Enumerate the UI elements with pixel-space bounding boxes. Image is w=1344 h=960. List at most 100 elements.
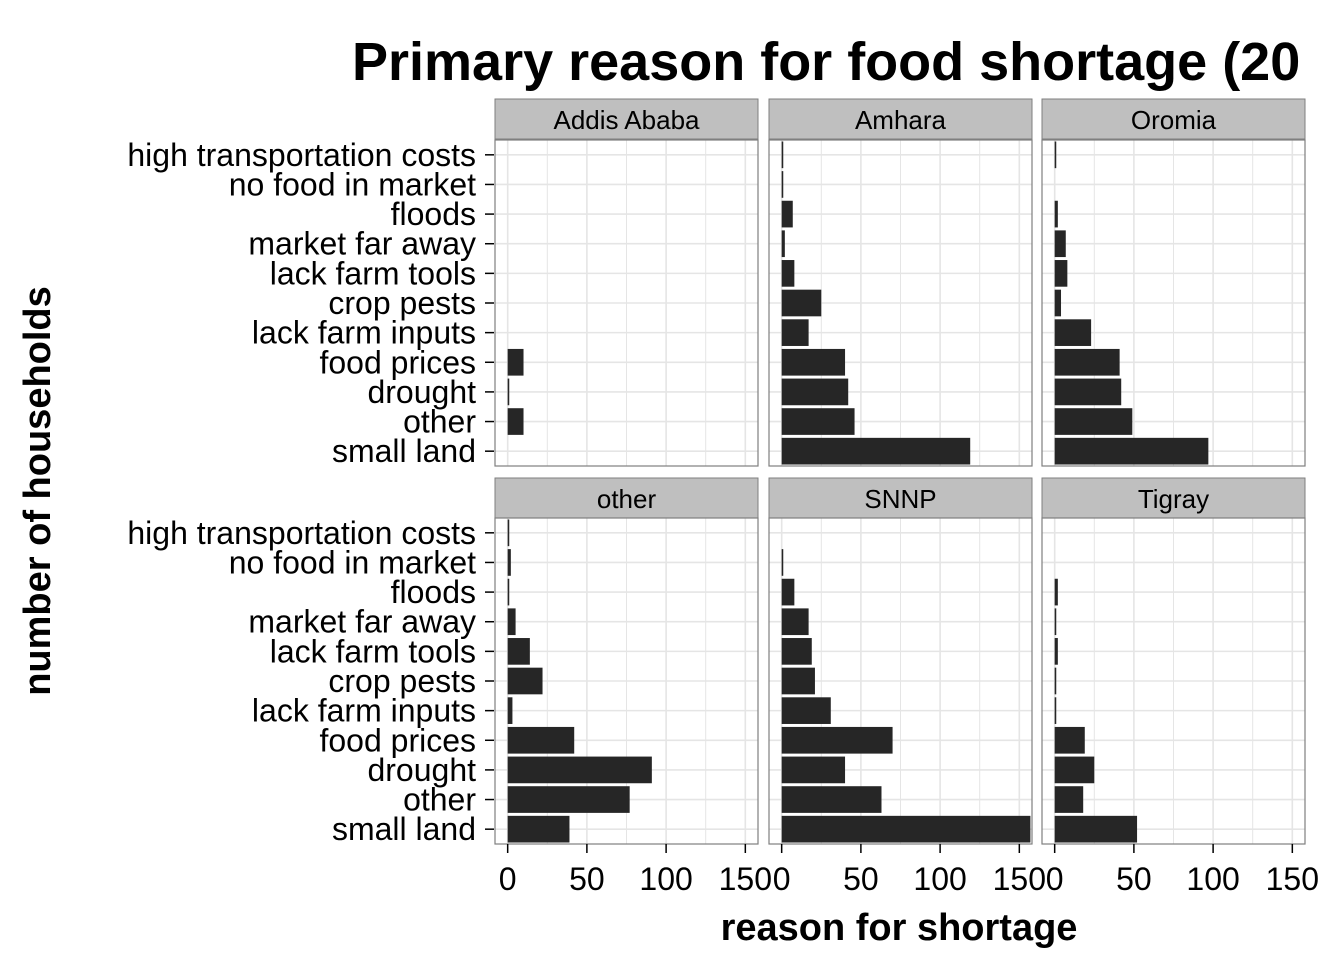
y-tick-label: market far away (248, 604, 476, 640)
bar-amhara-drought (781, 378, 849, 406)
bar-other-other (507, 786, 630, 813)
bar-other-drought (507, 756, 652, 784)
x-tick-label: 0 (773, 861, 791, 897)
facet-strip-label: SNNP (864, 484, 936, 514)
y-tick-label: no food in market (229, 544, 476, 580)
y-tick-label: food prices (319, 722, 476, 758)
y-tick-label: drought (367, 752, 476, 788)
x-tick-label: 150 (1266, 861, 1319, 897)
y-tick-label: high transportation costs (127, 137, 476, 173)
y-tick-label: high transportation costs (127, 515, 476, 551)
y-tick-label: food prices (319, 344, 476, 380)
facet-strip-label: other (597, 484, 657, 514)
y-tick-label: lack farm inputs (252, 315, 476, 351)
chart-title: Primary reason for food shortage (20 (352, 32, 1300, 92)
bar-oromia-lack-farm-inputs (1054, 319, 1092, 346)
bar-snnp-food-prices (781, 726, 893, 754)
bar-snnp-no-food-in-market (781, 549, 784, 576)
bar-other-lack-farm-inputs (507, 697, 513, 724)
bar-amhara-lack-farm-tools (781, 260, 795, 287)
bar-addis-ababa-food-prices (507, 348, 524, 376)
bar-other-food-prices (507, 726, 575, 754)
y-tick-label: floods (391, 574, 476, 610)
facet-strip-other (494, 477, 759, 519)
facet-strip-label: Oromia (1131, 105, 1217, 135)
facet-strip-snnp (768, 477, 1033, 519)
x-tick-label: 100 (639, 861, 692, 897)
bar-snnp-floods (781, 578, 795, 606)
bar-other-high-transportation-costs (507, 519, 510, 547)
bar-snnp-other (781, 786, 882, 813)
bar-tigray-other (1054, 786, 1084, 813)
y-tick-label: other (403, 782, 476, 818)
bar-snnp-lack-farm-tools (781, 638, 812, 665)
y-tick-label: no food in market (229, 166, 476, 202)
bar-other-lack-farm-tools (507, 638, 530, 665)
x-tick-label: 0 (1046, 861, 1064, 897)
bar-tigray-food-prices (1054, 726, 1085, 754)
bar-oromia-food-prices (1054, 348, 1120, 376)
y-tick-label: floods (391, 196, 476, 232)
bar-oromia-drought (1054, 378, 1122, 406)
facet-strip-label: Addis Ababa (553, 105, 700, 135)
y-tick-label: other (403, 404, 476, 440)
y-tick-label: lack farm tools (270, 633, 476, 669)
facet-strip-label: Tigray (1138, 484, 1209, 514)
bar-tigray-small-land (1054, 815, 1138, 843)
panel-border (494, 517, 759, 845)
facet-strip-tigray (1041, 477, 1306, 519)
bar-amhara-floods (781, 200, 793, 228)
panel-border (1041, 139, 1306, 467)
bar-amhara-market-far-away (781, 230, 785, 258)
bar-amhara-food-prices (781, 348, 846, 376)
panel-border (768, 517, 1033, 845)
bar-oromia-floods (1054, 200, 1058, 228)
bar-tigray-floods (1054, 578, 1058, 606)
facet-strip-amhara (768, 98, 1033, 140)
x-tick-label: 100 (913, 861, 966, 897)
bar-tigray-lack-farm-inputs (1054, 697, 1057, 724)
x-tick-label: 0 (499, 861, 517, 897)
panel-border (768, 139, 1033, 467)
x-tick-label: 150 (993, 861, 1046, 897)
bar-addis-ababa-other (507, 408, 524, 435)
y-axis-title: number of households (17, 286, 59, 696)
y-tick-label: small land (332, 811, 476, 847)
bar-other-small-land (507, 815, 570, 843)
y-tick-label: lack farm tools (270, 255, 476, 291)
bar-oromia-lack-farm-tools (1054, 260, 1068, 287)
panel-border (494, 139, 759, 467)
bar-tigray-drought (1054, 756, 1095, 784)
bar-snnp-small-land (781, 815, 1031, 843)
facet-strip-addis-ababa (494, 98, 759, 140)
bar-tigray-lack-farm-tools (1054, 638, 1058, 665)
x-tick-label: 100 (1186, 861, 1239, 897)
bar-oromia-other (1054, 408, 1133, 435)
y-tick-label: crop pests (328, 285, 476, 321)
x-tick-label: 50 (569, 861, 605, 897)
bar-other-floods (507, 578, 510, 606)
bar-oromia-high-transportation-costs (1054, 141, 1057, 169)
bar-oromia-crop-pests (1054, 289, 1062, 317)
x-tick-label: 50 (843, 861, 879, 897)
bar-tigray-market-far-away (1054, 608, 1057, 636)
y-tick-label: crop pests (328, 663, 476, 699)
bar-snnp-crop-pests (781, 667, 815, 695)
facet-strip-oromia (1041, 98, 1306, 140)
bar-snnp-drought (781, 756, 846, 784)
bar-amhara-lack-farm-inputs (781, 319, 809, 346)
bar-snnp-lack-farm-inputs (781, 697, 831, 724)
bar-tigray-crop-pests (1054, 667, 1057, 695)
y-tick-label: market far away (248, 226, 476, 262)
bar-amhara-crop-pests (781, 289, 822, 317)
bar-other-no-food-in-market (507, 549, 511, 576)
bar-amhara-small-land (781, 437, 971, 465)
x-axis-title: reason for shortage (721, 907, 1078, 949)
bar-addis-ababa-drought (507, 378, 510, 406)
panel-border (1041, 517, 1306, 845)
y-tick-label: drought (367, 374, 476, 410)
facet-strip-label: Amhara (855, 105, 947, 135)
bar-snnp-market-far-away (781, 608, 809, 636)
